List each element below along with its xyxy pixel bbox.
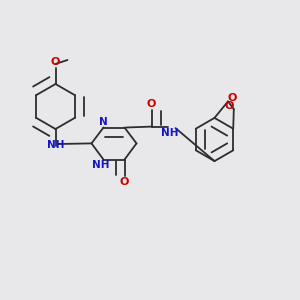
Text: O: O	[228, 93, 237, 103]
Text: O: O	[120, 177, 129, 187]
Text: N: N	[99, 117, 108, 127]
Text: O: O	[147, 99, 156, 109]
Text: NH: NH	[92, 160, 109, 170]
Text: O: O	[225, 101, 234, 111]
Text: O: O	[51, 57, 60, 67]
Text: NH: NH	[161, 128, 178, 138]
Text: NH: NH	[47, 140, 64, 151]
